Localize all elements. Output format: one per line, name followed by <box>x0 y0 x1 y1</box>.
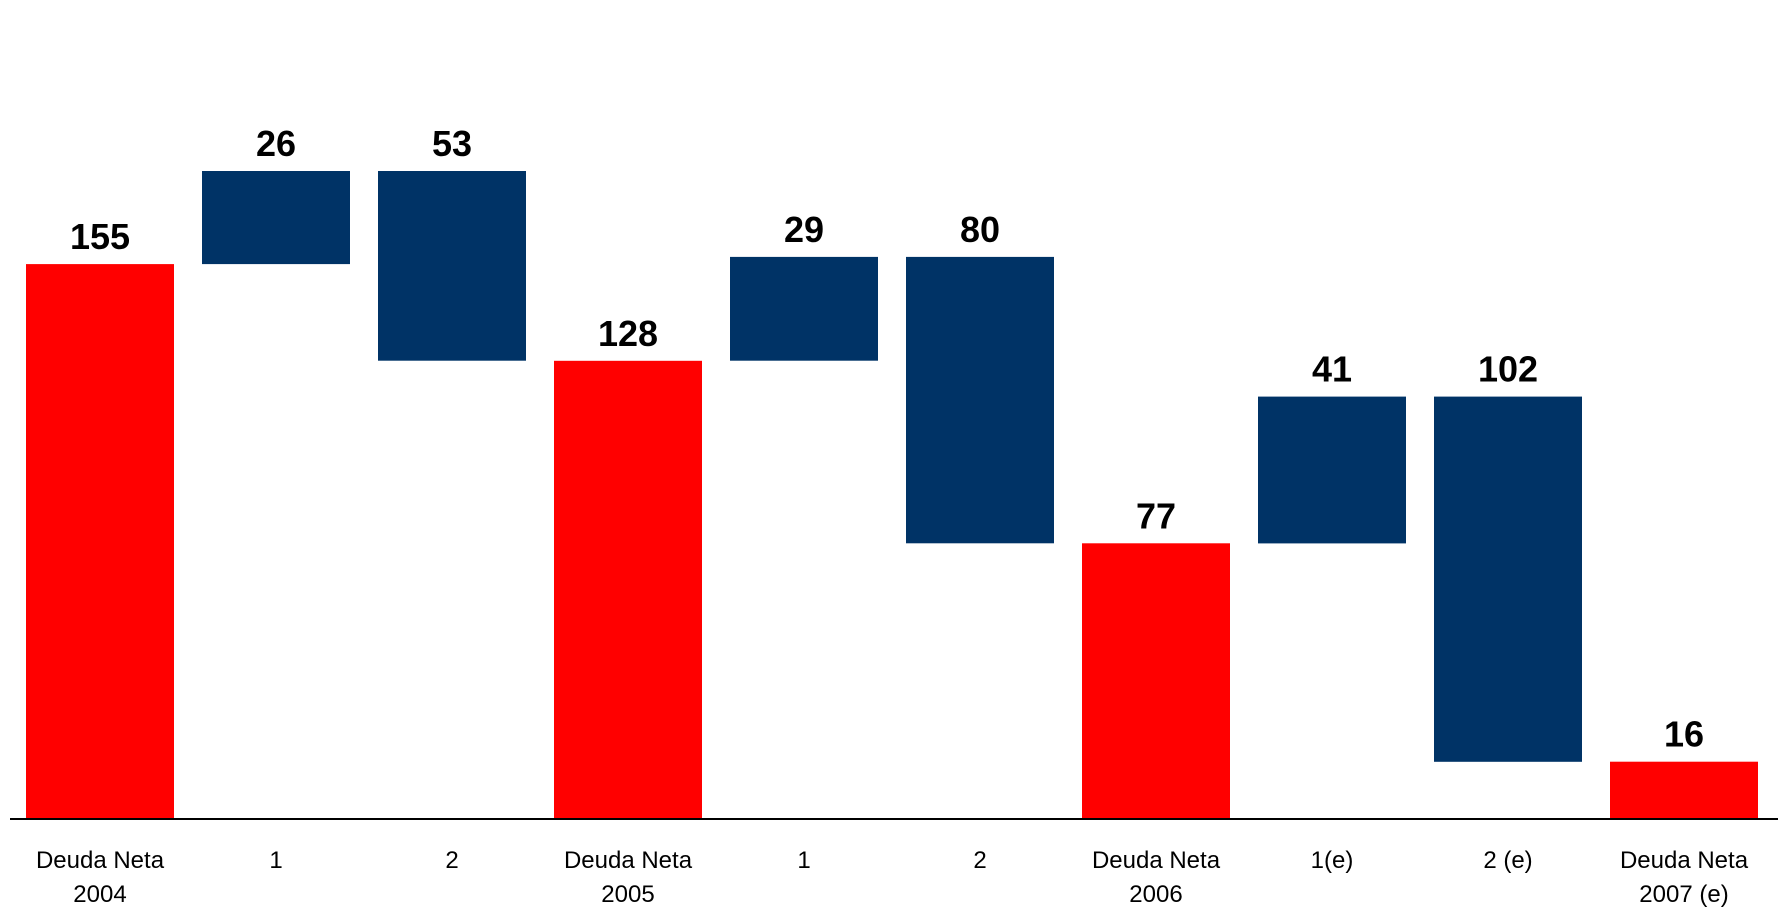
value-label-8: 41 <box>1312 349 1352 390</box>
bar-1-total <box>26 264 174 820</box>
bar-3-change <box>378 171 526 361</box>
bars-layer <box>26 171 1758 820</box>
value-label-5: 29 <box>784 209 824 250</box>
tick-label-1-line-1: Deuda Neta <box>36 847 165 874</box>
tick-label-10-line-1: Deuda Neta <box>1620 847 1749 874</box>
bar-8-change <box>1258 396 1406 544</box>
value-label-9: 102 <box>1478 349 1538 390</box>
tick-labels-layer: Deuda Neta 2004 1 2 Deuda Neta 2005 1 2 Deuda Ne… <box>36 847 1749 908</box>
value-label-7: 77 <box>1136 495 1176 536</box>
value-label-6: 80 <box>960 209 1000 250</box>
tick-label-6-line-1: 2 <box>973 847 986 874</box>
value-label-1: 155 <box>70 216 130 257</box>
bar-5-change <box>730 256 878 361</box>
bar-9-change <box>1434 396 1582 762</box>
value-label-3: 53 <box>432 123 472 164</box>
tick-label-8-line-1: 1(e) <box>1311 847 1354 874</box>
tick-label-4-line-2: 2005 <box>601 881 654 908</box>
tick-label-10-line-2: 2007 (e) <box>1639 881 1728 908</box>
tick-label-4-line-1: Deuda Neta <box>564 847 693 874</box>
tick-label-9-line-1: 2 (e) <box>1483 847 1532 874</box>
value-label-2: 26 <box>256 123 296 164</box>
value-label-10: 16 <box>1664 714 1704 755</box>
bar-7-total <box>1082 543 1230 819</box>
tick-label-7-line-2: 2006 <box>1129 881 1182 908</box>
tick-label-2-line-1: 1 <box>269 847 282 874</box>
value-label-4: 128 <box>598 313 658 354</box>
tick-label-7-line-1: Deuda Neta <box>1092 847 1221 874</box>
bar-6-change <box>906 256 1054 544</box>
value-labels-layer: 155 26 53 128 29 80 77 41 102 16 <box>70 123 1704 755</box>
tick-label-1-line-2: 2004 <box>73 881 126 908</box>
tick-label-3-line-1: 2 <box>445 847 458 874</box>
bar-4-total <box>554 360 702 819</box>
bar-2-change <box>202 171 350 265</box>
bar-10-total <box>1610 761 1758 819</box>
tick-label-5-line-1: 1 <box>797 847 810 874</box>
